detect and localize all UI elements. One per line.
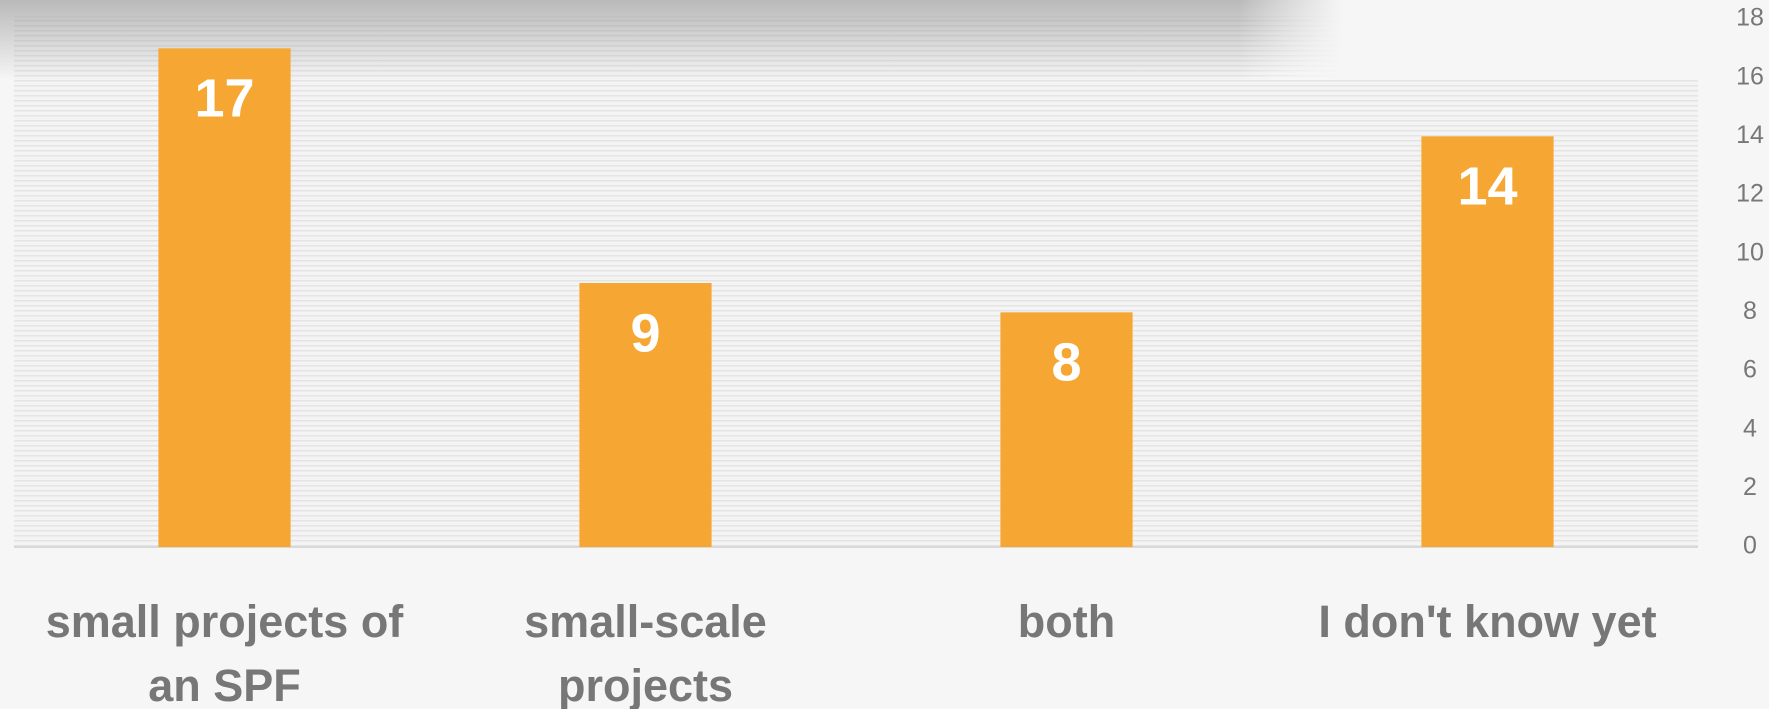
y-tick-label: 4 — [1743, 414, 1757, 442]
x-tick-label: small projects of an SPF — [45, 596, 404, 709]
data-label: 9 — [630, 303, 660, 363]
bar — [1000, 312, 1133, 547]
data-label: 17 — [194, 69, 254, 129]
y-tick-label: 6 — [1743, 356, 1757, 384]
y-tick-label: 14 — [1736, 121, 1764, 149]
y-tick-label: 0 — [1743, 532, 1757, 560]
data-label: 14 — [1457, 157, 1517, 217]
bar — [1421, 136, 1554, 548]
data-label: 8 — [1051, 333, 1081, 393]
x-tick-label: both — [1017, 596, 1116, 647]
bar — [158, 48, 291, 547]
plot-background — [14, 16, 1698, 547]
y-tick-label: 8 — [1743, 297, 1757, 325]
y-tick-label: 12 — [1736, 180, 1764, 208]
y-tick-label: 18 — [1736, 4, 1764, 32]
x-tick-label: small-scale projects — [524, 596, 767, 709]
y-tick-label: 10 — [1736, 238, 1764, 266]
x-tick-label: I don't know yet — [1318, 596, 1657, 647]
top-shadow-fade — [0, 0, 1769, 80]
bar — [579, 283, 712, 547]
y-tick-label: 16 — [1736, 62, 1764, 90]
y-tick-label: 2 — [1743, 473, 1757, 501]
